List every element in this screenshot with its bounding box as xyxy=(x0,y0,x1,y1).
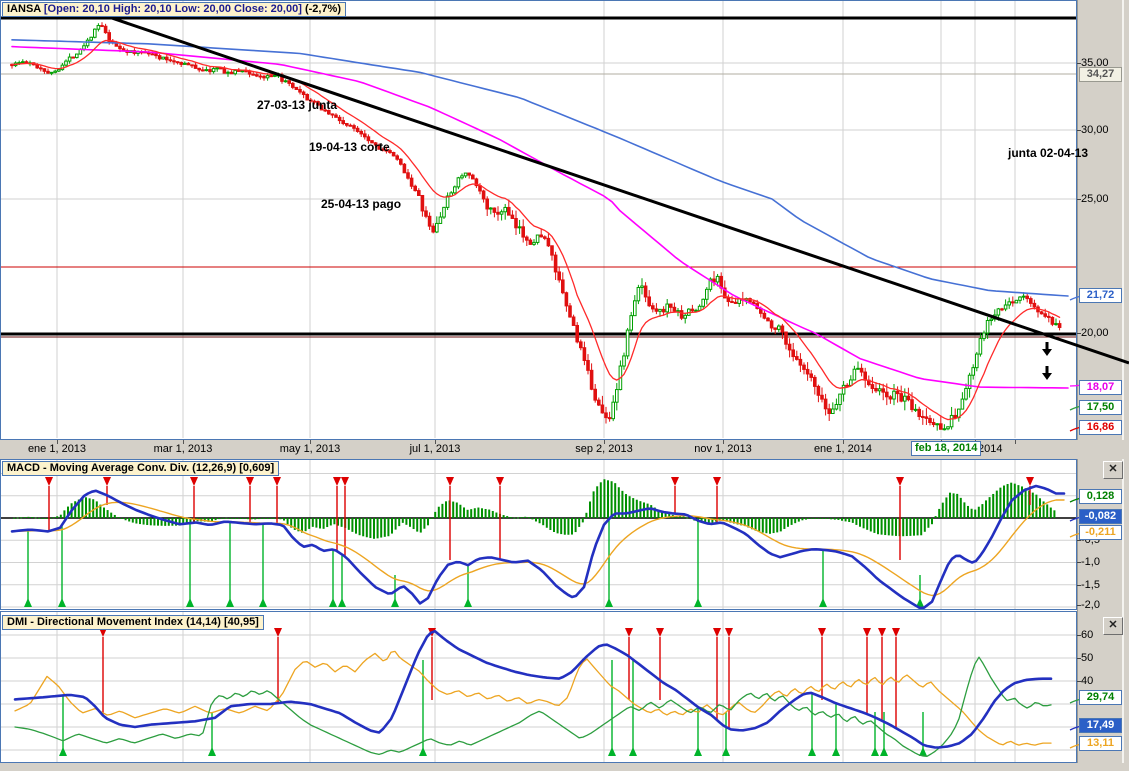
macd-tick-mark xyxy=(1077,562,1081,563)
price-value-box: 17,50 xyxy=(1079,400,1122,415)
text-annotation: 19-04-13 corte xyxy=(309,140,390,154)
price-tick-label: 20,00 xyxy=(1081,327,1109,339)
dmi-tick-mark xyxy=(1077,658,1081,659)
symbol-label: IANSA xyxy=(7,3,41,15)
dmi-value-box: 13,11 xyxy=(1079,736,1122,751)
price-panel-header: IANSA [Open: 20,10 High: 20,10 Low: 20,0… xyxy=(2,2,346,17)
year-label: 2014 xyxy=(978,443,1003,455)
dmi-tick-mark xyxy=(1077,681,1081,682)
text-annotation: 25-04-13 pago xyxy=(321,197,402,211)
macd-tick-label: -2,0 xyxy=(1081,599,1100,611)
macd-value-box: -0,082 xyxy=(1079,509,1122,524)
date-label: ene 1, 2014 xyxy=(813,443,873,455)
text-annotation: junta 02-04-13 xyxy=(1008,146,1089,160)
selected-date-box: feb 18, 2014 xyxy=(911,441,982,456)
ohlc-readout: [Open: 20,10 High: 20,10 Low: 20,00 Clos… xyxy=(43,3,302,15)
macd-tick-mark xyxy=(1077,605,1081,606)
macd-panel-header: MACD - Moving Average Conv. Div. (12,26,… xyxy=(2,461,280,476)
dmi-tick-mark xyxy=(1077,635,1081,636)
price-value-box: 18,07 xyxy=(1079,380,1122,395)
dmi-tick-label: 50 xyxy=(1081,652,1094,664)
price-tick-label: 30,00 xyxy=(1081,124,1109,136)
date-axis xyxy=(0,440,1129,459)
macd-tick-mark xyxy=(1077,585,1081,586)
macd-value-box: -0,211 xyxy=(1079,525,1122,540)
date-label: nov 1, 2013 xyxy=(694,443,752,455)
date-label: ene 1, 2013 xyxy=(27,443,87,455)
change-readout: (-2,7%) xyxy=(304,3,341,15)
dmi-value-box: 29,74 xyxy=(1079,690,1122,705)
macd-indicator-plot[interactable] xyxy=(0,459,1077,610)
date-tick xyxy=(310,440,311,444)
date-label: mar 1, 2013 xyxy=(153,443,213,455)
dmi-indicator-plot[interactable] xyxy=(0,611,1077,763)
text-annotation: 27-03-13 junta xyxy=(257,98,338,112)
price-tick-label: 25,00 xyxy=(1081,193,1109,205)
date-label: may 1, 2013 xyxy=(279,443,341,455)
dmi-value-box: 17,49 xyxy=(1079,718,1122,733)
macd-value-box: 0,128 xyxy=(1079,489,1122,504)
dmi-tick-label: 40 xyxy=(1081,675,1094,687)
gutter-edge-highlight xyxy=(1122,0,1124,771)
date-tick xyxy=(57,440,58,444)
macd-tick-label: -1,5 xyxy=(1081,579,1100,591)
date-tick xyxy=(723,440,724,444)
date-tick xyxy=(183,440,184,444)
date-tick xyxy=(843,440,844,444)
macd-tick-label: -1,0 xyxy=(1081,556,1100,568)
close-macd-panel-button[interactable]: ✕ xyxy=(1103,461,1123,479)
dmi-tick-label: 60 xyxy=(1081,629,1094,641)
macd-tick-mark xyxy=(1077,540,1081,541)
date-label: jul 1, 2013 xyxy=(409,443,461,455)
price-value-box: 21,72 xyxy=(1079,288,1122,303)
price-chart-plot[interactable] xyxy=(0,0,1077,440)
close-dmi-panel-button[interactable]: ✕ xyxy=(1103,617,1123,635)
date-label: sep 2, 2013 xyxy=(575,443,633,455)
price-value-box: 34,27 xyxy=(1079,67,1122,82)
date-tick xyxy=(1015,440,1016,444)
price-value-box: 16,86 xyxy=(1079,420,1122,435)
bottom-strip xyxy=(0,763,1129,771)
dmi-panel-header: DMI - Directional Movement Index (14,14)… xyxy=(2,615,264,630)
date-tick xyxy=(604,440,605,444)
date-tick xyxy=(435,440,436,444)
